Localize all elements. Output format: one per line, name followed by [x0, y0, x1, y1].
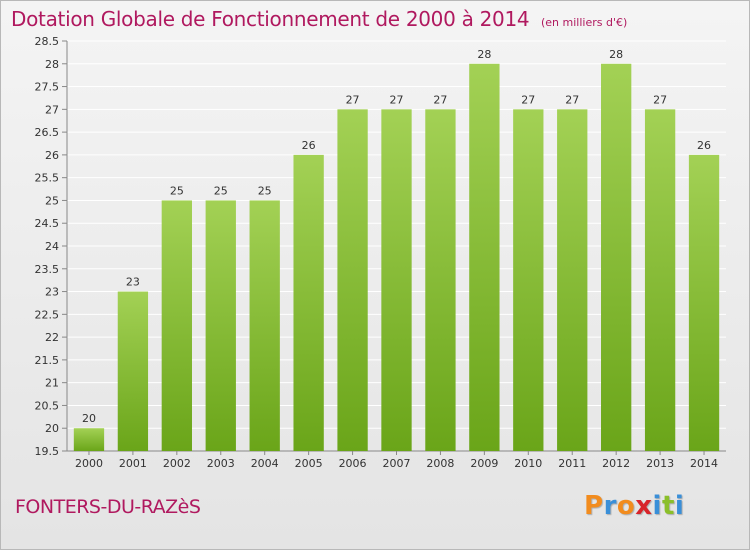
logo-letter: i: [652, 491, 662, 521]
bar-2008: [425, 109, 456, 451]
y-tick-label: 28: [45, 58, 59, 71]
y-tick-label: 23: [45, 286, 59, 299]
x-tick-label: 2004: [251, 457, 279, 470]
bar-2007: [381, 109, 412, 451]
bar-value-label: 27: [346, 93, 360, 106]
y-tick-label: 25: [45, 194, 59, 207]
y-tick-label: 27.5: [35, 81, 60, 94]
y-tick-label: 20.5: [35, 399, 60, 412]
chart-unit-subtitle: (en milliers d'€): [541, 16, 628, 29]
bar-value-label: 26: [697, 139, 711, 152]
x-tick-label: 2012: [602, 457, 630, 470]
bar-value-label: 25: [170, 184, 184, 197]
y-tick-label: 26: [45, 149, 59, 162]
bar-2006: [337, 109, 368, 451]
bar-value-label: 28: [477, 48, 491, 61]
bar-2002: [161, 200, 192, 451]
bar-value-label: 27: [390, 93, 404, 106]
x-tick-label: 2003: [207, 457, 235, 470]
axes: 19.5 20 20.5 21 21.5 22 22.5 23 23.5 24 24.5 25 25.5…: [35, 35, 726, 470]
x-tick-label: 2007: [383, 457, 411, 470]
bar-value-label: 25: [258, 184, 272, 197]
commune-name: FONTERS-DU-RAZèS: [15, 496, 201, 518]
y-tick-label: 22.5: [35, 308, 60, 321]
logo-letter: r: [603, 491, 617, 521]
x-tick-label: 2014: [690, 457, 718, 470]
bars: [73, 63, 720, 452]
bar-2005: [293, 154, 324, 451]
bar-2009: [469, 63, 500, 452]
x-tick-label: 2002: [163, 457, 191, 470]
y-tick-label: 21.5: [35, 354, 60, 367]
y-tick-label: 28.5: [35, 35, 60, 48]
bar-value-label: 23: [126, 276, 140, 289]
x-tick-label: 2001: [119, 457, 147, 470]
bar-2004: [249, 200, 280, 451]
y-tick-label: 20: [45, 422, 59, 435]
bar-value-label: 27: [521, 93, 535, 106]
x-tick-label: 2011: [558, 457, 586, 470]
bar-2001: [117, 291, 149, 451]
proxiti-logo[interactable]: Proxiti: [584, 491, 684, 521]
bar-value-label: 28: [609, 48, 623, 61]
logo-letter: o: [616, 491, 636, 521]
x-tick-label: 2010: [514, 457, 542, 470]
logo-letter: t: [661, 491, 675, 521]
bar-2000: [73, 428, 105, 451]
x-tick-label: 2005: [295, 457, 323, 470]
bar-value-label: 27: [653, 93, 667, 106]
bar-2011: [557, 109, 588, 451]
logo-letter: i: [674, 491, 685, 521]
y-tick-label: 22: [45, 331, 59, 344]
logo-letter: P: [584, 491, 604, 521]
y-tick-label: 25.5: [35, 172, 60, 185]
logo-letter: x: [635, 491, 653, 521]
bar-2014: [688, 154, 720, 451]
y-tick-label: 21: [45, 377, 59, 390]
bar-2003: [205, 200, 236, 451]
y-tick-label: 24.5: [35, 217, 60, 230]
y-tick-label: 19.5: [35, 445, 60, 458]
bar-value-label: 27: [565, 93, 579, 106]
x-tick-label: 2000: [75, 457, 103, 470]
y-tick-label: 26.5: [35, 126, 60, 139]
chart-title: Dotation Globale de Fonctionnement de 20…: [11, 7, 530, 31]
bar-value-label: 26: [302, 139, 316, 152]
bar-value-label: 25: [214, 184, 228, 197]
y-tick-label: 27: [45, 103, 59, 116]
bar-value-label: 20: [82, 412, 96, 425]
bar-2010: [513, 109, 544, 451]
y-tick-label: 24: [45, 240, 59, 253]
x-tick-label: 2013: [646, 457, 674, 470]
bar-2012: [601, 63, 632, 452]
x-tick-label: 2009: [470, 457, 498, 470]
bar-value-label: 27: [433, 93, 447, 106]
data-labels: 20 23 25 25 25 26 27 27 27 28 27 27 28 27 26: [82, 48, 711, 425]
x-tick-label: 2008: [426, 457, 454, 470]
x-tick-label: 2006: [339, 457, 367, 470]
y-tick-label: 23.5: [35, 263, 60, 276]
bar-2013: [644, 109, 676, 451]
